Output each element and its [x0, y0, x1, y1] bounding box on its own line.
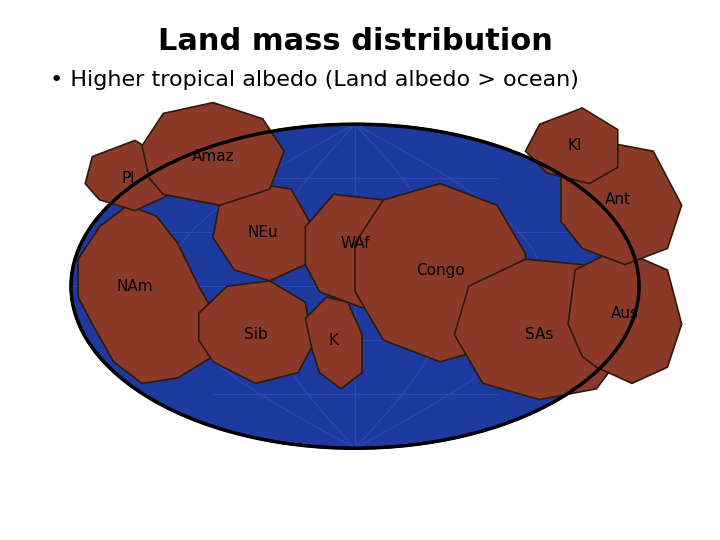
- Polygon shape: [199, 281, 312, 383]
- Text: Amaz: Amaz: [192, 149, 234, 164]
- Polygon shape: [78, 205, 220, 383]
- Text: Land mass distribution: Land mass distribution: [158, 27, 552, 56]
- Polygon shape: [561, 140, 682, 265]
- Text: WAf: WAf: [341, 235, 370, 251]
- Text: Pl: Pl: [121, 171, 135, 186]
- Text: NAm: NAm: [117, 279, 153, 294]
- Polygon shape: [142, 103, 284, 205]
- Text: KI: KI: [568, 138, 582, 153]
- Polygon shape: [305, 297, 362, 389]
- Text: NEu: NEu: [248, 225, 278, 240]
- Ellipse shape: [71, 124, 639, 448]
- Polygon shape: [355, 184, 526, 362]
- Polygon shape: [213, 184, 312, 281]
- Polygon shape: [454, 259, 625, 400]
- Polygon shape: [305, 194, 405, 308]
- Text: • Higher tropical albedo (Land albedo > ocean): • Higher tropical albedo (Land albedo > …: [50, 70, 579, 90]
- Text: Sib: Sib: [244, 327, 268, 342]
- Polygon shape: [526, 108, 618, 184]
- Text: K: K: [329, 333, 338, 348]
- Text: Aus: Aus: [611, 306, 639, 321]
- Text: SAs: SAs: [526, 327, 554, 342]
- Text: Congo: Congo: [416, 262, 464, 278]
- Text: Ant: Ant: [605, 192, 631, 207]
- Polygon shape: [85, 140, 171, 211]
- Polygon shape: [568, 248, 682, 383]
